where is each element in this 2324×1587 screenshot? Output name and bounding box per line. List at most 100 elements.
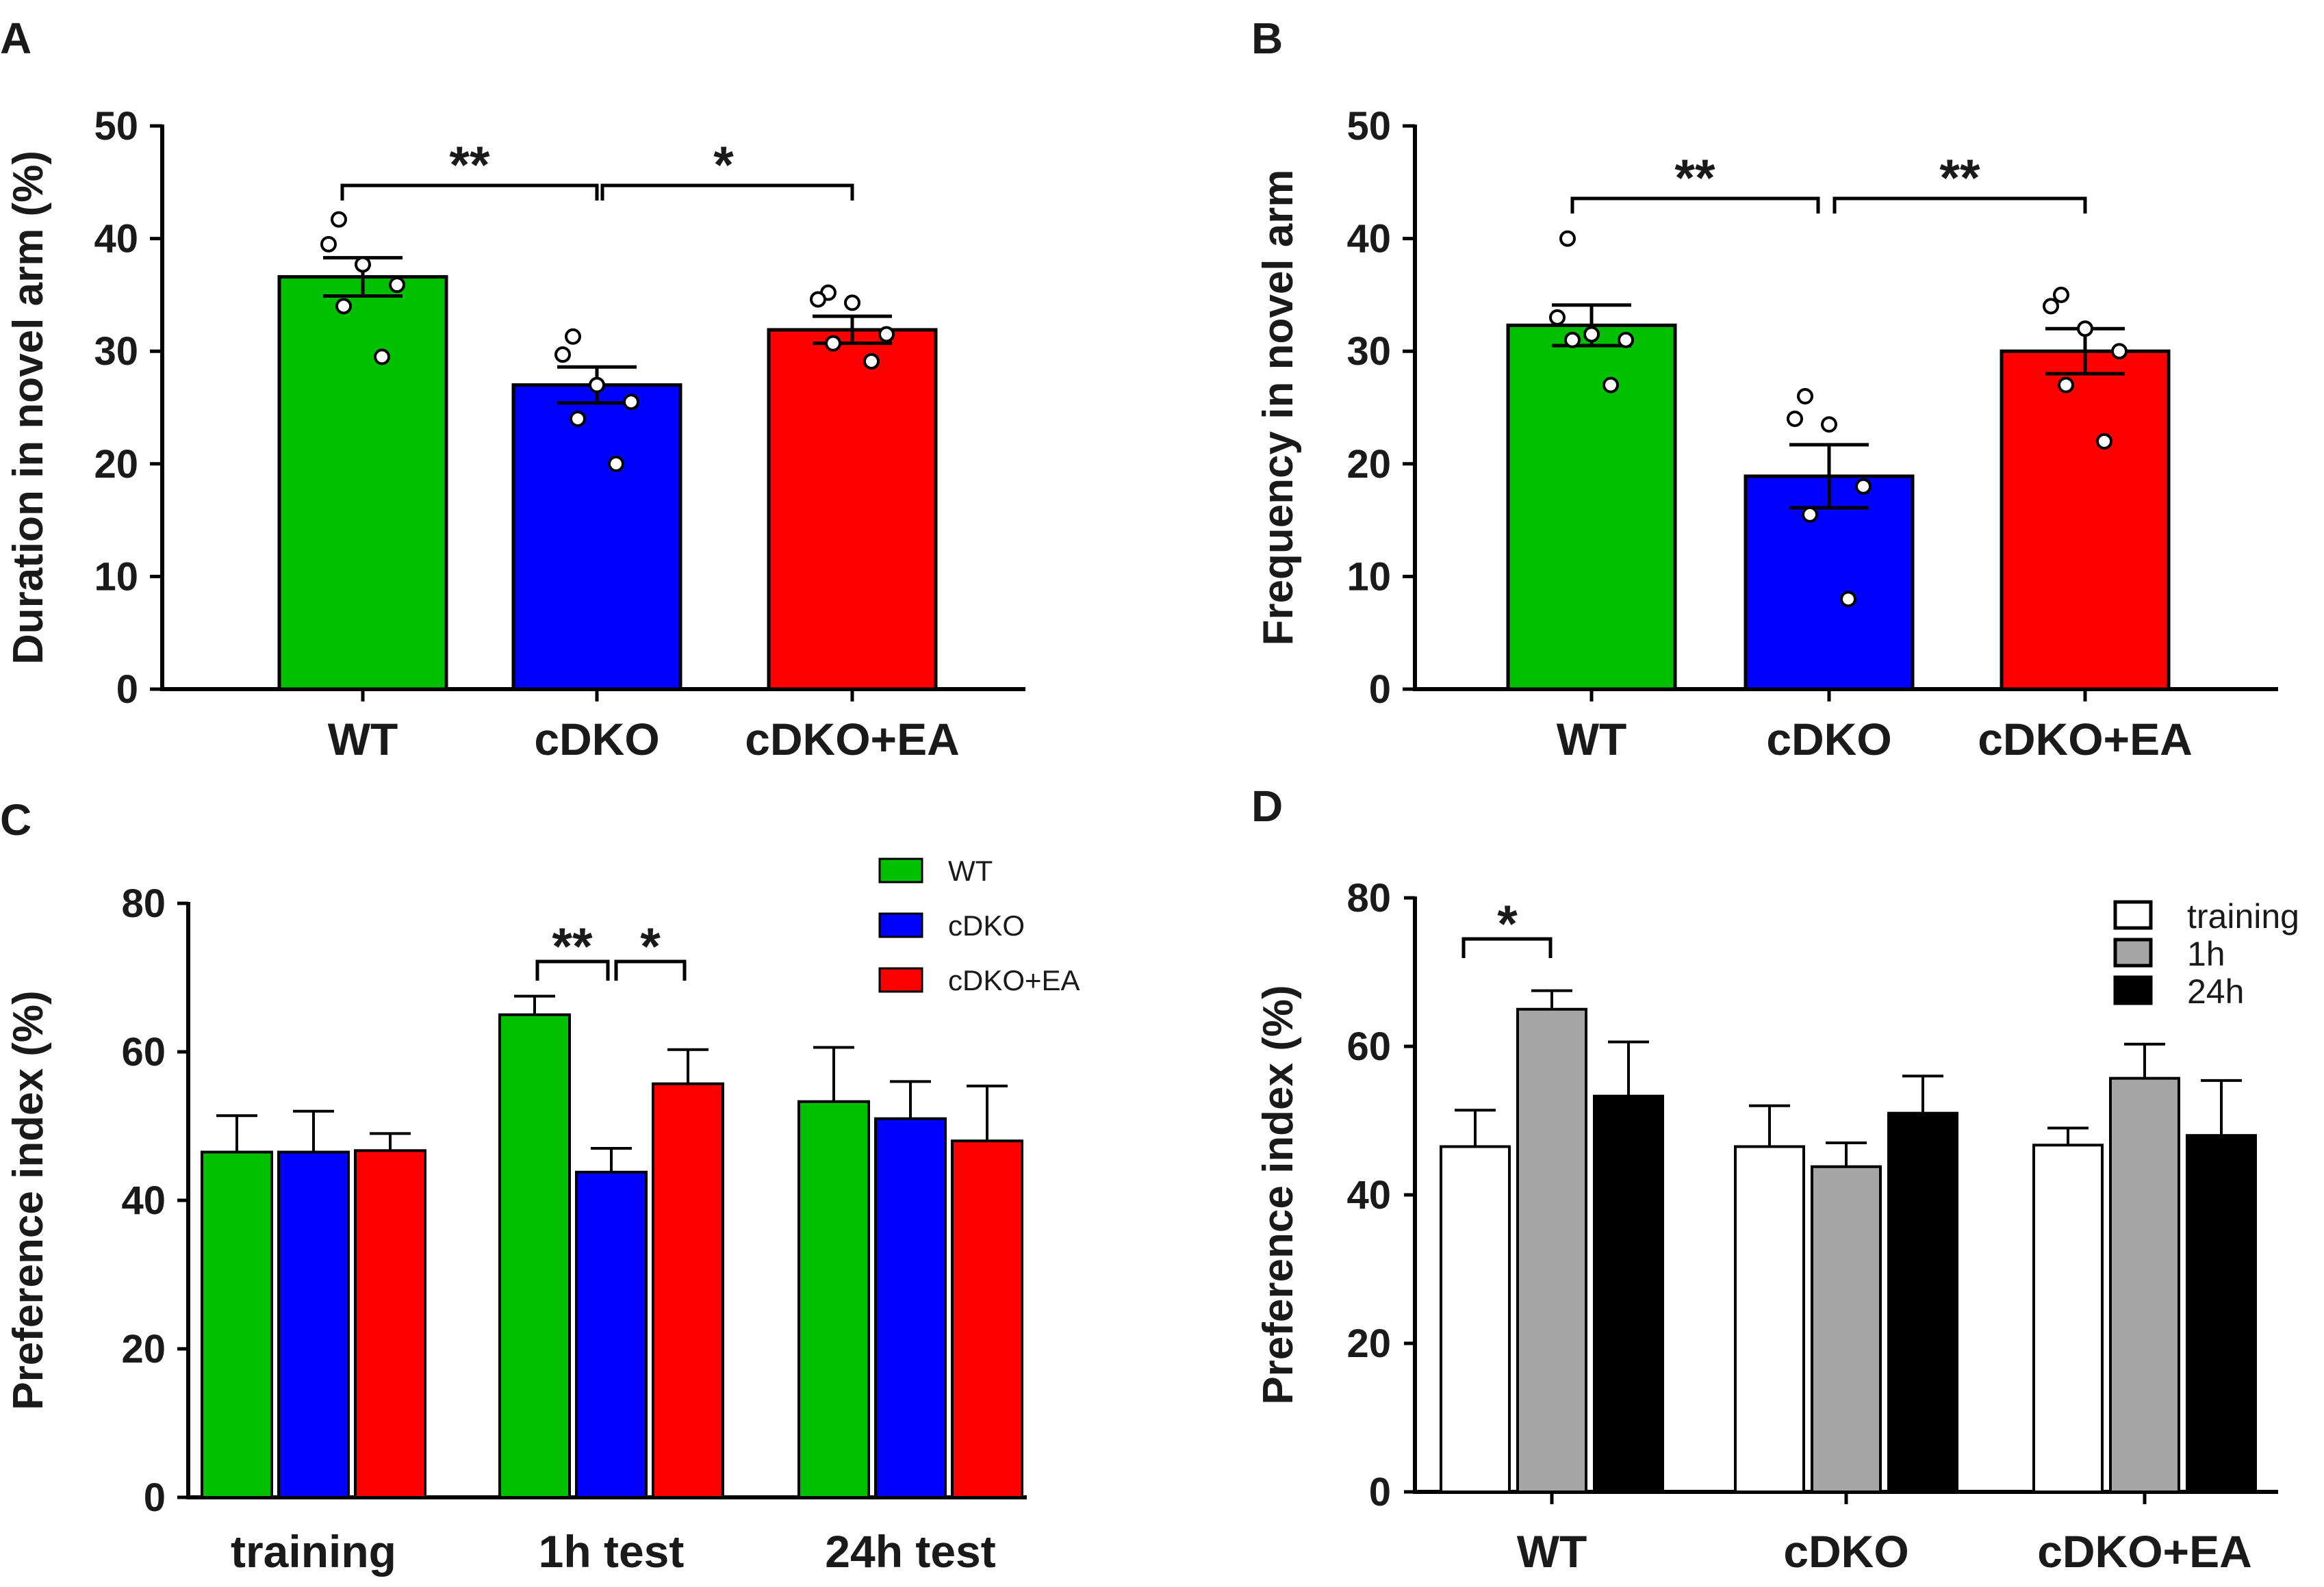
panel-d-cdko-ea-category-label: cDKO+EA	[2037, 1526, 2252, 1577]
panel-a-wt-data-point	[331, 211, 347, 228]
panel-d-y-tick-label: 0	[1369, 1470, 1391, 1514]
panel-d-cdko-24h-bar	[1887, 1111, 1958, 1493]
panel-b-y-tick-label: 10	[1346, 554, 1391, 599]
panel-b-y-tick-label: 20	[1346, 442, 1391, 487]
panel-a-wt-data-point	[335, 298, 352, 315]
panel-a-cdko-data-point	[589, 376, 605, 393]
panel-a-cdko-data-point	[565, 328, 581, 345]
panel-b-cdko-data-point	[1787, 410, 1803, 427]
panel-c-1h-test-category-label: 1h test	[539, 1526, 685, 1577]
panel-b-wt-data-point	[1559, 230, 1576, 247]
panel-d-legend-label-1h: 1h	[2187, 935, 2225, 973]
panel-c-y-tick-label: 20	[121, 1327, 166, 1371]
panel-c-legend-label-cdko: cDKO	[948, 909, 1025, 942]
panel-b-cdko-ea-category-label: cDKO+EA	[1978, 714, 2193, 764]
panel-a-cdko-ea-data-point	[878, 326, 895, 343]
panel-a-cdko-ea-bar	[767, 328, 938, 691]
panel-b-significance-1-bracket	[1570, 196, 1820, 214]
panel-b-cdko-data-point	[1855, 478, 1872, 495]
panel-a-y-tick-label: 50	[94, 104, 138, 149]
panel-b-cdko-ea-data-point	[2043, 298, 2059, 315]
panel-a-letter: A	[0, 14, 31, 63]
panel-c-24h-test-cdko-bar	[874, 1117, 947, 1499]
panel-d-cdko-ea-1h-bar	[2109, 1076, 2180, 1493]
panel-d-cdko-ea-training-bar	[2032, 1144, 2104, 1494]
panel-a-wt-data-point	[374, 348, 390, 365]
panel-b-cdko-ea-data-point	[2096, 433, 2112, 450]
panel-b-wt-data-point	[1564, 331, 1581, 348]
panel-b-significance-1-label: **	[1674, 149, 1715, 207]
panel-a-cdko-ea-data-point	[863, 353, 880, 370]
panel-a-y-tick-label: 40	[94, 217, 138, 261]
panel-c-training-category-label: training	[231, 1526, 396, 1577]
panel-b-y-tick-label: 40	[1346, 217, 1391, 261]
panel-b-cdko-ea-bar	[2000, 349, 2171, 691]
panel-c-legend-swatch-wt	[878, 857, 923, 883]
panel-c-letter: C	[0, 795, 31, 844]
panel-a-cdko-data-point	[554, 346, 571, 363]
panel-c-y-axis-label: Preference index (%)	[5, 990, 52, 1410]
panel-c-significance-1-label: **	[552, 918, 593, 976]
panel-a-y-tick-label: 20	[94, 442, 138, 487]
panel-b-cdko-data-point	[1821, 416, 1837, 433]
panel-b-wt-data-point	[1583, 326, 1600, 343]
panel-a-y-tick-label: 30	[94, 329, 138, 374]
panel-b-significance-2-label: **	[1939, 149, 1980, 207]
panel-d-wt-24h-bar	[1593, 1094, 1664, 1493]
panel-a-y-axis-label: Duration in novel arm (%)	[5, 151, 52, 665]
panel-d-cdko-1h-bar	[1811, 1165, 1882, 1494]
panel-c-1h-test-wt-bar	[498, 1013, 571, 1499]
panel-b-cdko-data-point	[1840, 591, 1856, 608]
panel-c-1h-test-cdko-bar	[575, 1170, 648, 1499]
panel-c-training-cdko-bar	[277, 1150, 350, 1499]
panel-c-legend-label-cdko-ea: cDKO+EA	[948, 964, 1080, 996]
panel-d-y-axis-label: Preference index (%)	[1255, 985, 1302, 1404]
panel-d-wt-category-label: WT	[1517, 1526, 1587, 1577]
panel-d-y-tick-label: 20	[1346, 1321, 1391, 1366]
panel-d-significance-1-bracket	[1461, 937, 1553, 958]
panel-b-cdko-ea-data-point	[2111, 343, 2128, 360]
panel-a-significance-2-bracket	[600, 183, 854, 201]
panel-a-wt-data-point	[389, 276, 405, 294]
panel-d-y-tick-label: 80	[1346, 876, 1391, 920]
panel-d-legend-swatch-24h	[2113, 975, 2153, 1005]
panel-b-y-tick-label: 50	[1346, 104, 1391, 149]
panel-a-significance-1-bracket	[340, 183, 599, 201]
panel-a-cdko-ea-data-point	[825, 335, 841, 352]
panel-c-24h-test-wt-bar	[797, 1100, 870, 1499]
panel-b-cdko-category-label: cDKO	[1766, 714, 1891, 764]
panel-d-significance-1-label: *	[1497, 895, 1518, 953]
panel-b-y-axis-label: Frequency in novel arm	[1255, 170, 1302, 646]
panel-d-legend-label-24h: 24h	[2187, 972, 2244, 1011]
panel-a-y-tick-label: 10	[94, 554, 138, 599]
panel-c-training-wt-bar	[201, 1150, 273, 1499]
panel-a-y-tick-label: 0	[116, 667, 138, 712]
panel-d-cdko-ea-24h-bar	[2186, 1134, 2257, 1493]
panel-d-cdko-training-bar	[1734, 1145, 1805, 1493]
panel-b-cdko-data-point	[1797, 388, 1813, 405]
panel-d-legend-label-training: training	[2187, 897, 2299, 936]
panel-d-y-tick-label: 60	[1346, 1024, 1391, 1069]
panel-d-y-tick-label: 40	[1346, 1173, 1391, 1217]
panel-c-1h-test-cdko-ea-bar	[652, 1082, 724, 1499]
panel-a-wt-data-point	[320, 235, 337, 253]
panel-d-wt-1h-bar	[1516, 1007, 1587, 1493]
panel-b-y-tick-label: 0	[1369, 667, 1391, 712]
panel-b-significance-2-bracket	[1833, 196, 2087, 214]
panel-c-y-tick-label: 40	[121, 1178, 166, 1223]
panel-b-y-tick-label: 30	[1346, 329, 1391, 374]
panel-b-wt-data-point	[1602, 376, 1619, 393]
panel-c-legend-swatch-cdko	[878, 912, 923, 938]
panel-d-cdko-category-label: cDKO	[1783, 1526, 1908, 1577]
panel-a-cdko-ea-category-label: cDKO+EA	[745, 714, 960, 764]
panel-d-legend-swatch-training	[2113, 900, 2153, 930]
panel-a-wt-data-point	[355, 256, 371, 273]
panel-d-legend-swatch-1h	[2113, 938, 2153, 968]
panel-c-significance-2-bracket	[614, 959, 687, 981]
panel-b-cdko-ea-data-point	[2077, 320, 2093, 337]
panel-a-wt-category-label: WT	[328, 714, 398, 764]
panel-c-legend-swatch-cdko-ea	[878, 967, 923, 993]
panel-a-cdko-category-label: cDKO	[534, 714, 659, 764]
panel-d-wt-training-bar	[1440, 1145, 1511, 1493]
